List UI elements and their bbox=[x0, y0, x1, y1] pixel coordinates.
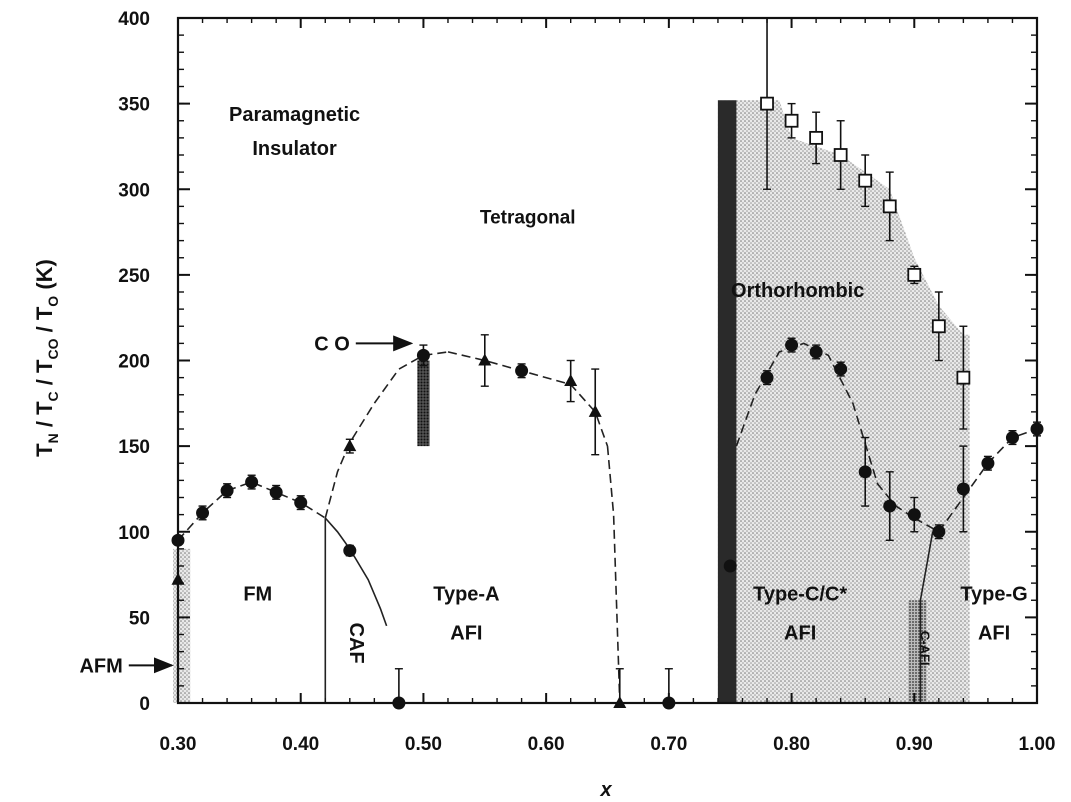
region-afm-strip bbox=[173, 548, 191, 703]
y-tick-labels: 0 50 100 150 200 250 300 350 400 bbox=[118, 9, 150, 715]
data-point-circle bbox=[858, 465, 872, 479]
data-point-circle bbox=[343, 544, 357, 558]
data-point-circle bbox=[416, 348, 430, 362]
region-c-afi-box bbox=[908, 600, 927, 703]
axis-ticks bbox=[177, 17, 1038, 704]
data-point-circle bbox=[907, 508, 921, 522]
data-point-square bbox=[931, 319, 946, 334]
label-type-c: Type-C/C* bbox=[753, 583, 847, 605]
data-point-triangle bbox=[564, 374, 578, 387]
x-tick-label: 1.00 bbox=[1019, 734, 1056, 755]
x-tick-label: 0.70 bbox=[650, 734, 687, 755]
y-axis-label: TN / TC / TCO / TO (K) bbox=[32, 259, 61, 457]
label-type-g: Type-G bbox=[960, 583, 1027, 605]
data-point-circle bbox=[883, 499, 897, 513]
data-point-circle bbox=[809, 345, 823, 359]
data-point-square bbox=[760, 96, 774, 111]
data-point-circle bbox=[245, 475, 259, 489]
label-fm: FM bbox=[243, 583, 272, 605]
boundary-caf-curve bbox=[324, 517, 388, 627]
data-point-circle bbox=[785, 338, 799, 352]
label-co: C O bbox=[314, 333, 350, 355]
boundary-g-line bbox=[913, 428, 1038, 533]
boundary-cafi-bound bbox=[919, 531, 934, 703]
label-orthorhombic: Orthorhombic bbox=[731, 280, 864, 302]
data-point-square bbox=[809, 130, 824, 145]
x-tick-label: 0.80 bbox=[773, 734, 810, 755]
x-tick-label: 0.50 bbox=[405, 734, 442, 755]
label-afi-g: AFI bbox=[978, 623, 1010, 645]
data-point-circle bbox=[956, 482, 970, 496]
data-point-circle bbox=[515, 364, 529, 378]
data-point-circle bbox=[220, 484, 234, 498]
data-point-circle bbox=[294, 496, 308, 510]
boundary-a-dome-top bbox=[447, 351, 609, 447]
data-point-circle bbox=[834, 362, 848, 376]
y-tick-label: 400 bbox=[118, 9, 150, 30]
y-tick-label: 100 bbox=[118, 523, 150, 544]
label-paramag-2: Insulator bbox=[252, 138, 337, 160]
y-tick-label: 300 bbox=[118, 180, 150, 201]
data-point-square bbox=[956, 370, 971, 385]
x-tick-label: 0.90 bbox=[896, 734, 933, 755]
data-point-circle bbox=[269, 485, 283, 499]
label-tetragonal: Tetragonal bbox=[480, 208, 576, 229]
data-point-circle bbox=[723, 559, 737, 573]
y-tick-label: 200 bbox=[118, 352, 150, 373]
x-tick-label: 0.30 bbox=[160, 734, 197, 755]
data-point-triangle bbox=[343, 439, 357, 452]
data-point-square bbox=[907, 267, 922, 282]
x-tick-label: 0.40 bbox=[282, 734, 319, 755]
label-afm: AFM bbox=[79, 655, 122, 677]
region-labels: Paramagnetic Insulator Tetragonal Orthorhom… bbox=[229, 104, 1028, 666]
y-tick-label: 350 bbox=[118, 95, 150, 116]
x-axis-label: x bbox=[599, 779, 612, 801]
shaded-regions bbox=[173, 100, 970, 703]
label-afi-a: AFI bbox=[450, 623, 482, 645]
label-caf: CAF bbox=[345, 623, 367, 664]
x-tick-label: 0.60 bbox=[528, 734, 565, 755]
data-point-square bbox=[858, 173, 873, 188]
label-paramag-1: Paramagnetic bbox=[229, 104, 360, 126]
data-point-circle bbox=[196, 506, 210, 520]
data-point-square bbox=[784, 113, 799, 128]
data-point-square bbox=[833, 148, 848, 162]
y-tick-label: 150 bbox=[118, 437, 150, 458]
x-tick-labels: 0.30 0.40 0.50 0.60 0.70 0.80 0.90 1.00 bbox=[160, 734, 1056, 755]
y-tick-label: 0 bbox=[139, 694, 150, 715]
data-point-circle bbox=[760, 371, 774, 385]
data-point-square bbox=[882, 199, 897, 214]
data-point-circle bbox=[981, 456, 995, 470]
label-type-a: Type-A bbox=[433, 583, 499, 605]
label-c-afi: C-AFI bbox=[917, 631, 932, 666]
label-afi-c: AFI bbox=[784, 623, 816, 645]
boundary-a-dome-left bbox=[324, 351, 449, 519]
data-point-circle bbox=[1005, 431, 1019, 445]
region-ortho-light bbox=[717, 100, 970, 703]
boundary-a-dome-right bbox=[606, 446, 621, 704]
data-point-circle bbox=[932, 525, 946, 539]
region-co-bar bbox=[417, 360, 430, 447]
data-points bbox=[171, 96, 1044, 710]
region-ortho-dark bbox=[717, 100, 737, 703]
data-point-triangle bbox=[588, 404, 602, 417]
data-point-triangle bbox=[478, 353, 492, 366]
arrow-labels: C O AFM bbox=[79, 333, 414, 677]
y-tick-label: 250 bbox=[118, 266, 150, 287]
y-tick-label: 50 bbox=[129, 608, 150, 629]
